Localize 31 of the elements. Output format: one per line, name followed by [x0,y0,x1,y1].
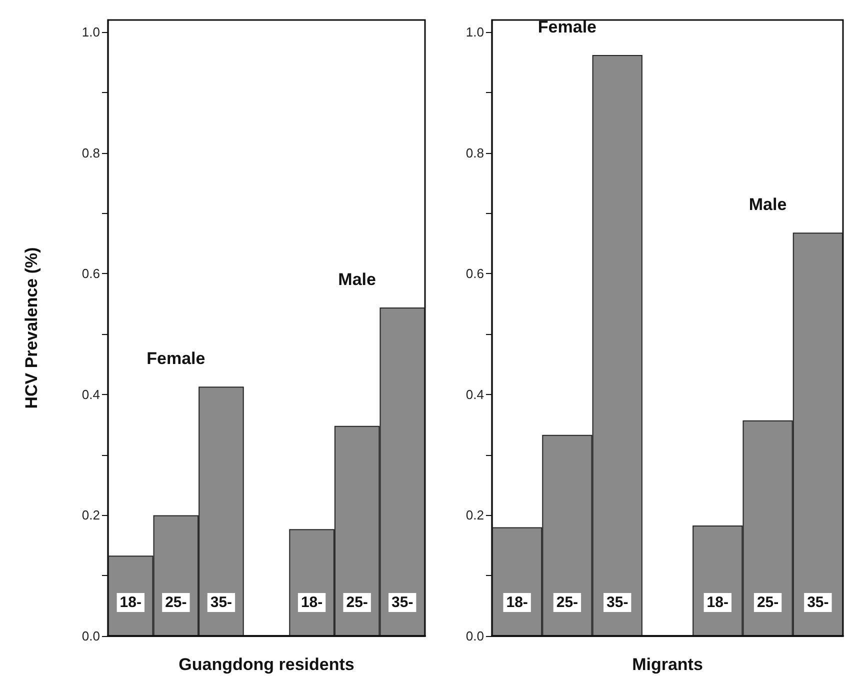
y-tick-label: 0.0 [82,628,100,644]
y-tick-label: 0.2 [82,508,100,523]
x-tick-label: 25- [556,594,578,611]
y-tick-label: 0.8 [82,145,100,160]
y-tick-label: 0.0 [466,628,484,644]
x-tick-label: 18- [506,594,528,611]
x-tick-label: 18- [300,594,323,611]
series-label: Female [538,18,597,37]
series-label: Male [748,195,787,214]
x-tick-label: 25- [346,594,368,611]
x-tick-label: 35- [807,594,829,611]
x-axis-title: Guangdong residents [178,655,354,674]
y-tick-label: 0.6 [466,266,484,282]
y-axis-title: HCV Prevalence (%) [22,247,41,409]
x-tick-label: 18- [120,594,142,611]
y-tick-label: 0.4 [82,386,100,402]
series-label: Male [338,270,376,289]
series-label: Female [146,349,206,368]
y-tick-label: 0.2 [466,508,484,523]
y-tick-label: 0.4 [466,386,484,402]
y-tick-label: 0.6 [82,266,100,282]
y-tick-label: 1.0 [466,24,484,40]
y-tick-label: 0.8 [466,145,484,160]
x-tick-label: 35- [210,594,232,611]
x-tick-label: 25- [165,594,187,611]
x-tick-label: 25- [756,594,779,611]
x-axis-title: Migrants [632,655,703,674]
x-tick-label: 35- [392,594,414,611]
x-tick-label: 18- [706,594,728,611]
y-tick-label: 1.0 [82,24,100,40]
x-tick-label: 35- [606,594,628,611]
